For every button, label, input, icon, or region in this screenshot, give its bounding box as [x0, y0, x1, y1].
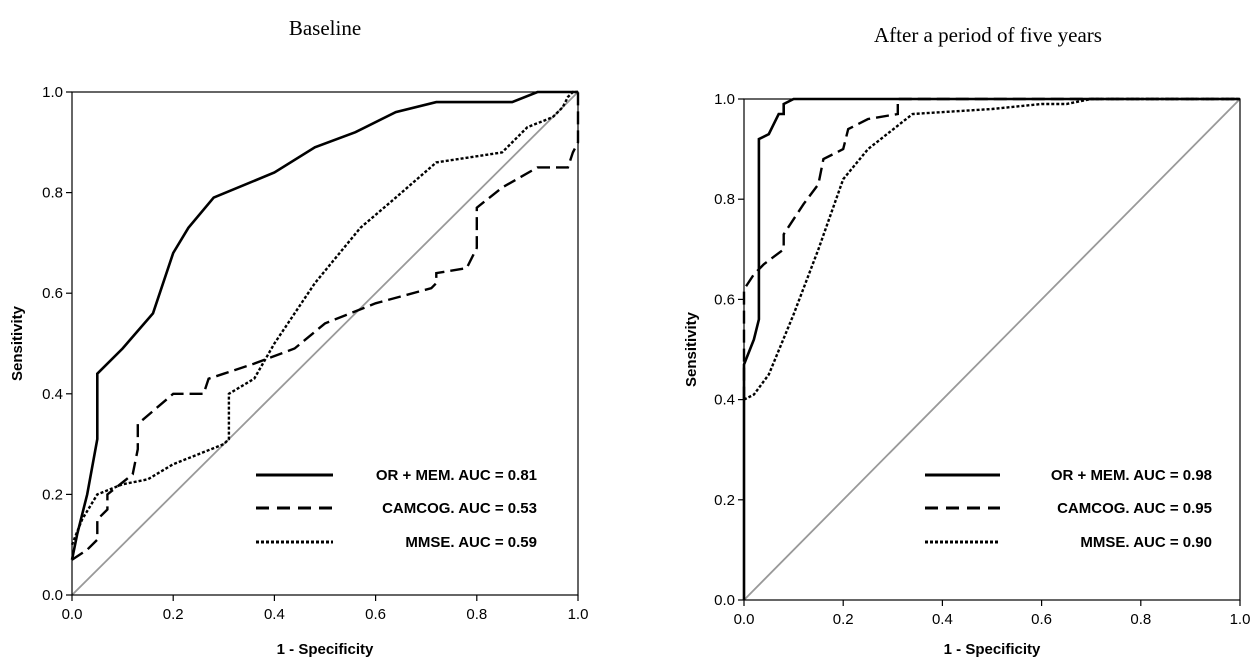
series-line [742, 97, 1240, 400]
series-line [71, 92, 580, 561]
legend: OR + MEM. AUC = 0.98 CAMCOG. AUC = 0.95 … [925, 467, 1212, 551]
x-tick-label: 0.8 [1130, 611, 1151, 628]
y-tick-label: 0.8 [42, 185, 63, 202]
y-tick-label: 0.2 [714, 492, 735, 509]
x-tick-label: 0.4 [932, 611, 953, 628]
x-axis-label: 1 - Specificity [944, 641, 1041, 658]
x-tick-label: 0.8 [466, 606, 487, 623]
chart-title: After a period of five years [874, 23, 1102, 47]
y-tick-label: 0.8 [714, 191, 735, 208]
x-tick-label: 0.0 [62, 606, 83, 623]
y-tick-label: 0.0 [42, 587, 63, 604]
chart-panel-baseline: Baseline 0.0 0.2 0.4 0.6 0.8 1.0 0.0 0.2 0.4 0.6 0… [9, 16, 588, 658]
y-tick-label: 0.4 [42, 386, 63, 403]
plot-frame [743, 98, 1241, 601]
x-tick-label: 0.0 [734, 611, 755, 628]
x-tick-label: 1.0 [568, 606, 589, 623]
y-axis-label: Sensitivity [9, 305, 26, 381]
reference-diagonal [743, 98, 1241, 601]
x-tick-label: 0.2 [833, 611, 854, 628]
y-tick-label: 1.0 [42, 84, 63, 101]
x-tick-label: 0.4 [264, 606, 285, 623]
legend-entry: MMSE. AUC = 0.59 [405, 534, 537, 551]
y-tick-label: 0.6 [42, 285, 63, 302]
chart-title: Baseline [289, 16, 361, 40]
chart-panel-five-years: After a period of five years 0.0 0.2 0.4 0.… [683, 23, 1250, 658]
series-line [70, 90, 578, 561]
x-tick-label: 1.0 [1230, 611, 1251, 628]
legend-entry: OR + MEM. AUC = 0.81 [376, 467, 537, 484]
y-tick-label: 1.0 [714, 91, 735, 108]
series-line [743, 97, 1240, 401]
legend-entry: CAMCOG. AUC = 0.53 [382, 500, 537, 517]
x-tick-label: 0.6 [1031, 611, 1052, 628]
x-tick-label: 0.6 [365, 606, 386, 623]
legend-entry: CAMCOG. AUC = 0.95 [1057, 500, 1212, 517]
y-tick-label: 0.0 [714, 592, 735, 609]
x-tick-label: 0.2 [163, 606, 184, 623]
y-tick-label: 0.6 [714, 291, 735, 308]
x-axis-label: 1 - Specificity [277, 641, 374, 658]
legend: OR + MEM. AUC = 0.81 CAMCOG. AUC = 0.53 … [256, 467, 537, 551]
legend-entry: MMSE. AUC = 0.90 [1080, 534, 1212, 551]
reference-diagonal [71, 91, 579, 596]
y-tick-label: 0.2 [42, 486, 63, 503]
plot-frame [71, 91, 579, 596]
y-tick-label: 0.4 [714, 392, 735, 409]
y-axis-label: Sensitivity [683, 311, 700, 387]
legend-entry: OR + MEM. AUC = 0.98 [1051, 467, 1212, 484]
series-line [70, 90, 578, 546]
